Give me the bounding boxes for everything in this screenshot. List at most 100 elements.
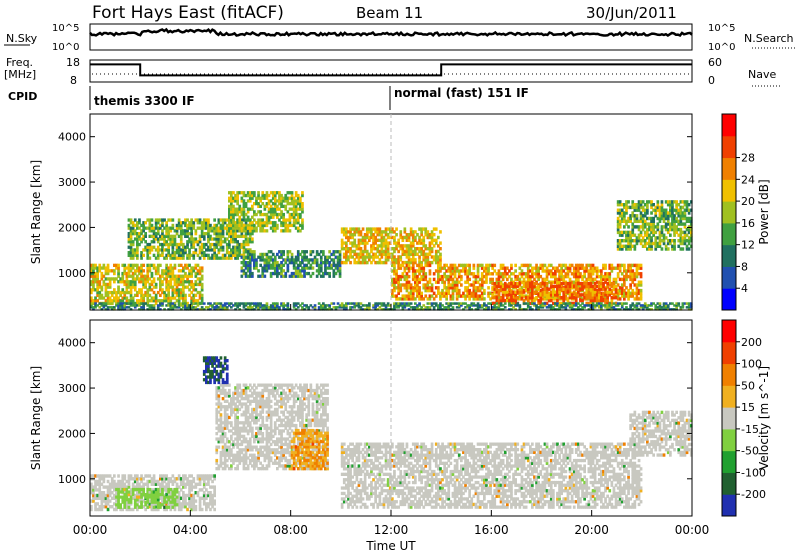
power-cell — [219, 237, 223, 241]
power-cell — [179, 288, 183, 292]
power-cell — [117, 299, 120, 303]
power-cell — [255, 229, 258, 233]
power-cell — [345, 249, 348, 254]
power-cell — [286, 302, 290, 305]
power-cell — [257, 255, 260, 259]
power-cell — [439, 269, 442, 273]
power-cell — [305, 304, 308, 307]
power-cell — [512, 298, 515, 303]
power-cell — [188, 280, 191, 284]
power-cell — [457, 304, 461, 307]
power-cell — [411, 241, 415, 245]
power-cell — [165, 285, 168, 289]
power-cell — [539, 306, 543, 309]
power-cell — [271, 207, 275, 211]
power-cell — [324, 263, 327, 267]
nave-tick-bottom: 0 — [708, 74, 715, 87]
power-cell — [234, 308, 237, 311]
power-cell — [228, 196, 231, 200]
velocity-cell — [108, 485, 112, 489]
power-cell — [188, 308, 191, 311]
power-cell — [184, 218, 187, 222]
power-cell — [282, 308, 285, 311]
power-cell — [96, 299, 99, 303]
power-cell — [470, 302, 474, 305]
power-cell — [299, 274, 302, 278]
power-cell — [508, 284, 511, 289]
power-cell — [238, 251, 242, 255]
power-cell — [305, 255, 308, 259]
power-cell — [472, 302, 476, 305]
power-cell — [228, 242, 231, 247]
velocity-cell — [146, 502, 150, 506]
power-cell — [545, 290, 549, 294]
power-cell — [159, 234, 162, 238]
power-cell — [616, 291, 620, 295]
power-cell — [409, 286, 413, 290]
power-cell — [397, 263, 400, 268]
power-cell — [420, 291, 423, 295]
power-cell — [127, 290, 131, 295]
power-cell — [422, 235, 426, 240]
power-cell — [202, 226, 206, 230]
power-cell — [301, 306, 304, 309]
power-cell — [669, 203, 672, 207]
power-cell — [495, 308, 499, 311]
power-cell — [219, 232, 223, 236]
power-cell — [574, 304, 578, 307]
power-cell — [568, 293, 572, 297]
power-cell — [556, 284, 559, 289]
power-cell — [194, 248, 198, 252]
power-cell — [175, 290, 179, 295]
power-cell — [439, 306, 442, 309]
power-cell — [340, 304, 344, 307]
power-cell — [253, 304, 256, 307]
power-cell — [658, 205, 662, 210]
power-cell — [217, 229, 221, 233]
power-cell — [154, 296, 158, 300]
power-cell — [263, 261, 267, 265]
power-cell — [125, 274, 129, 278]
power-colorbar-swatch — [722, 135, 736, 159]
power-cell — [384, 304, 388, 307]
power-cell — [589, 296, 593, 300]
power-cell — [577, 308, 580, 311]
velocity-cell — [104, 496, 108, 500]
power-cell — [591, 266, 595, 270]
power-cell — [357, 233, 361, 237]
power-cell — [292, 204, 296, 208]
power-cell — [395, 304, 398, 307]
power-cell — [426, 280, 430, 284]
power-cell — [485, 306, 488, 309]
power-cell — [167, 234, 170, 238]
power-cell — [585, 287, 589, 291]
power-cell — [173, 266, 177, 270]
power-cell — [259, 306, 262, 309]
power-cell — [395, 306, 398, 309]
power-cell — [374, 302, 377, 305]
power-cell — [326, 266, 329, 270]
power-cell — [618, 263, 622, 268]
power-cell — [560, 306, 563, 309]
power-cell — [190, 242, 193, 247]
velocity-cell — [115, 491, 118, 495]
power-cell — [631, 211, 635, 215]
power-cell — [261, 218, 265, 222]
power-cell — [485, 274, 488, 279]
power-cell — [357, 244, 361, 248]
power-cell — [422, 277, 426, 282]
power-cell — [393, 258, 396, 262]
power-cell — [146, 277, 150, 281]
power-cell — [380, 244, 384, 248]
velocity-cell — [110, 479, 114, 484]
power-cell — [209, 229, 212, 233]
power-cell — [355, 304, 359, 307]
power-cell — [290, 215, 294, 219]
power-cell — [432, 255, 436, 259]
power-cell — [372, 238, 375, 242]
power-cell — [294, 302, 298, 305]
power-cell — [476, 308, 480, 311]
power-cell — [535, 308, 538, 311]
power-cell — [455, 286, 459, 290]
power-cell — [150, 218, 154, 222]
